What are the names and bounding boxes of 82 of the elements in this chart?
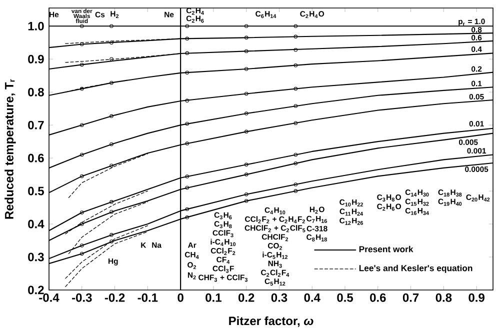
y-tick-label: 0.9 (28, 54, 44, 64)
point (294, 64, 298, 68)
point (244, 49, 248, 54)
point (80, 86, 84, 91)
x-tick-label: 0 (178, 293, 184, 302)
point (185, 186, 190, 190)
y-tick-label: 0.7 (28, 120, 44, 130)
x-tick-label: -0.2 (104, 293, 125, 302)
point (110, 240, 114, 244)
x-tick-label: -0.1 (138, 293, 158, 302)
point (110, 40, 114, 44)
point (244, 67, 248, 71)
point (80, 174, 84, 178)
y-tick-label: 0.2 (28, 286, 44, 294)
point (294, 104, 298, 108)
point (110, 80, 114, 85)
x-tick-label: 0.7 (402, 293, 419, 302)
x-tick-label: 0.3 (271, 293, 288, 302)
legend-label: Present work (359, 246, 414, 252)
point (185, 207, 190, 212)
point (185, 174, 190, 178)
point (110, 210, 114, 214)
x-tick-label: -0.4 (39, 293, 60, 302)
point (185, 36, 190, 41)
point (244, 172, 248, 176)
point (294, 182, 298, 186)
y-tick-label: 0.4 (28, 220, 44, 228)
point (294, 189, 298, 193)
legend-label: Lee's and Kesler's equation (359, 264, 472, 273)
x-tick-label: -0.3 (72, 293, 92, 302)
y-tick-label: 0.8 (28, 88, 44, 96)
point (244, 36, 248, 40)
point (185, 24, 190, 28)
point (80, 222, 84, 226)
point (244, 199, 248, 203)
point (110, 142, 114, 146)
x-tick-label: 0.1 (206, 293, 222, 302)
point (294, 161, 298, 166)
point (185, 98, 190, 103)
point (244, 192, 248, 196)
point (110, 200, 114, 204)
point (80, 123, 84, 127)
point (80, 244, 84, 248)
point (80, 152, 84, 157)
y-tick-label: 0.5 (28, 186, 44, 196)
x-axis-title: Pitzer factor, ω (229, 316, 314, 327)
x-tick-label: 0.8 (436, 293, 452, 302)
point (244, 162, 248, 167)
point (110, 164, 114, 168)
y-axis-title: Reduced temperature, T$_{r}$ (4, 79, 16, 219)
point (294, 48, 298, 52)
point (110, 114, 114, 118)
point (80, 62, 84, 67)
point (110, 233, 114, 237)
x-tick-label: 0.4 (304, 293, 320, 302)
point (185, 122, 190, 126)
point (244, 130, 248, 134)
point (294, 24, 298, 28)
point (80, 24, 84, 28)
x-tick-label: 0.5 (337, 293, 354, 302)
point (110, 57, 114, 61)
point (294, 152, 298, 157)
point (110, 24, 114, 28)
y-tick-label: 0.3 (28, 252, 44, 262)
x-tick-label: 0.6 (370, 293, 386, 302)
point (244, 112, 248, 116)
point (185, 216, 190, 220)
y-tick-label: 0.6 (28, 154, 44, 162)
x-tick-label: 0.9 (468, 293, 484, 302)
point (185, 142, 190, 146)
point (80, 252, 84, 256)
point (185, 51, 190, 56)
point (244, 24, 248, 28)
y-tick-label: 1.0 (28, 22, 44, 30)
point (80, 210, 84, 214)
point (185, 70, 190, 75)
point (80, 42, 84, 46)
point (294, 34, 298, 39)
point (244, 92, 248, 96)
x-tick-label: 0.2 (238, 293, 254, 302)
point (294, 86, 298, 91)
point (294, 121, 298, 125)
